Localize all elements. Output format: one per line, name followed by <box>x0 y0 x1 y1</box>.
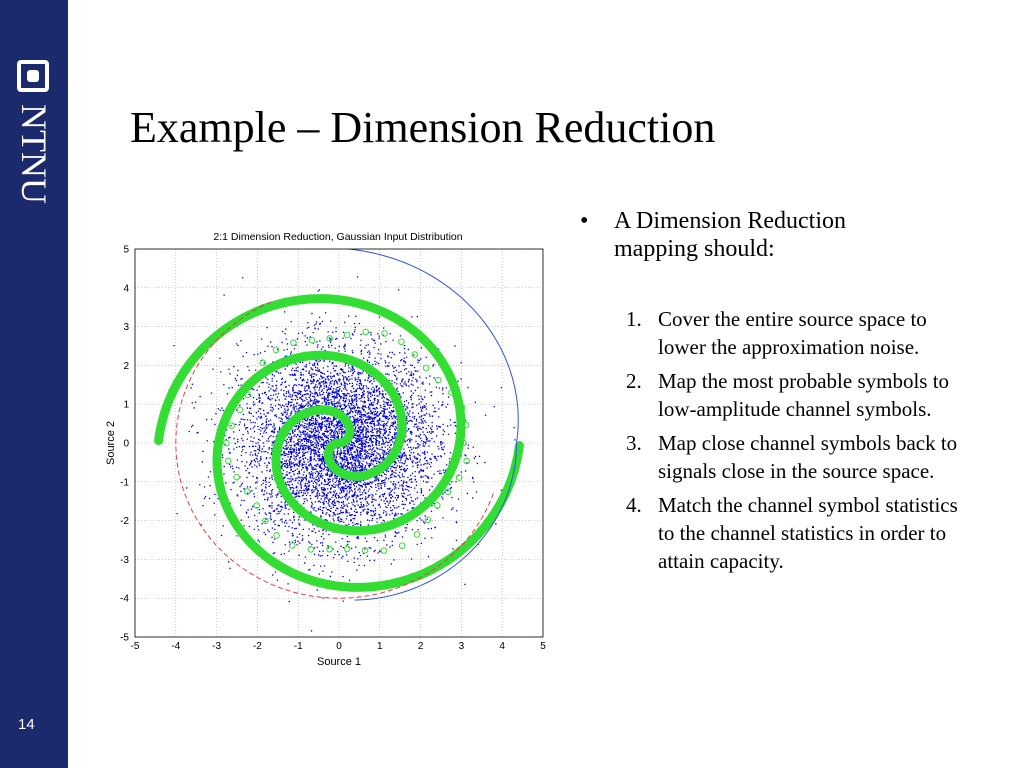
marker <box>273 532 280 539</box>
marker <box>243 488 251 495</box>
list-text: Match the channel symbol statistics to t… <box>658 493 958 573</box>
list-number: 1. <box>626 307 642 331</box>
marker <box>422 364 430 372</box>
list-text: Map close channel symbols back to signal… <box>658 431 958 483</box>
marker <box>434 376 442 384</box>
bullet-block: • A Dimension Reduction mapping should: <box>580 207 1000 263</box>
bullet-dot-icon: • <box>580 208 589 234</box>
marker <box>307 546 315 553</box>
marker <box>434 501 441 509</box>
x-tick-label: 1 <box>377 641 383 652</box>
marker <box>228 422 235 429</box>
y-tick-labels: 5 4 3 2 1 0 -1 -2 -3 -4 -5 <box>120 245 129 644</box>
marker <box>463 457 470 465</box>
plot-frame <box>134 248 544 638</box>
list-number: 4. <box>626 493 642 517</box>
marker <box>398 542 406 549</box>
ntnu-logo-icon <box>17 60 49 92</box>
marker <box>272 346 280 354</box>
marker <box>259 359 266 366</box>
x-tick-label: -3 <box>212 641 221 652</box>
list-text: Cover the entire source space to lower t… <box>658 307 927 359</box>
y-axis-label: Source 2 <box>105 421 117 465</box>
marker <box>290 339 297 347</box>
list-item: 3. Map close channel symbols back to sig… <box>626 429 986 485</box>
bullet-text: A Dimension Reduction mapping should: <box>614 208 846 262</box>
overlay-curves <box>175 249 519 601</box>
marker <box>380 547 388 554</box>
marker <box>236 406 244 414</box>
marker <box>361 547 369 554</box>
sidebar: NTNU 14 <box>0 0 68 768</box>
logo-wordmark: NTNU <box>14 104 54 204</box>
y-tick-label: -5 <box>120 633 129 644</box>
numbered-list: 1. Cover the entire source space to lowe… <box>626 305 986 581</box>
logo-text: NTNU <box>14 104 54 204</box>
marker <box>444 488 452 496</box>
marker <box>244 391 252 399</box>
marker <box>233 473 240 481</box>
y-tick-label: 2 <box>123 361 129 372</box>
x-tick-label: 2 <box>418 641 424 652</box>
y-tick-label: -2 <box>120 516 129 527</box>
list-number: 2. <box>626 369 642 393</box>
x-tick-label: 4 <box>499 641 505 652</box>
outer-spiral <box>307 249 519 601</box>
marker <box>250 375 258 383</box>
marker <box>398 338 405 346</box>
spiral-arm-a <box>154 294 466 536</box>
y-tick-label: -4 <box>120 594 129 605</box>
y-tick-label: 3 <box>123 322 129 333</box>
y-tick-label: 5 <box>123 245 129 256</box>
y-tick-label: 1 <box>123 400 129 411</box>
marker <box>381 330 388 337</box>
marker <box>308 336 316 344</box>
marker <box>262 517 269 525</box>
x-tick-label: 0 <box>336 641 342 652</box>
marker <box>448 389 455 396</box>
marker <box>288 542 296 549</box>
list-item: 2. Map the most probable symbols to low-… <box>626 367 986 423</box>
marker <box>460 439 467 447</box>
y-tick-label: -3 <box>120 555 129 566</box>
marker <box>253 502 260 509</box>
x-tick-label: -1 <box>294 641 303 652</box>
marker <box>326 545 333 553</box>
x-tick-labels: -5 -4 -3 -2 -1 0 1 2 3 4 5 <box>131 641 547 652</box>
x-tick-label: 3 <box>459 641 465 652</box>
list-text: Map the most probable symbols to low-amp… <box>658 369 950 421</box>
y-tick-label: 0 <box>123 439 129 450</box>
spiral-curve <box>154 294 524 592</box>
dashed-circle <box>175 301 495 599</box>
x-axis-label: Source 1 <box>317 656 361 668</box>
marker <box>343 545 351 553</box>
x-tick-label: -5 <box>131 641 140 652</box>
marker <box>411 351 419 358</box>
marker <box>326 335 334 342</box>
x-tick-label: -4 <box>171 641 180 652</box>
spiral-arm-b <box>212 350 524 592</box>
x-tick-label: -2 <box>253 641 262 652</box>
marker <box>224 457 232 465</box>
marker <box>458 404 466 411</box>
list-number: 3. <box>626 431 642 455</box>
marker <box>455 474 463 481</box>
marker <box>362 328 369 336</box>
list-item: 4. Match the channel symbol statistics t… <box>626 491 986 575</box>
marker <box>424 516 432 524</box>
slide-title: Example – Dimension Reduction <box>130 103 716 152</box>
marker <box>462 421 470 429</box>
marker <box>223 439 230 447</box>
marker <box>343 331 351 339</box>
y-tick-label: -1 <box>120 477 129 488</box>
slide-number: 14 <box>18 716 35 733</box>
chart-title: 2:1 Dimension Reduction, Gaussian Input … <box>213 231 462 243</box>
marker <box>413 531 421 538</box>
y-tick-label: 4 <box>123 283 129 294</box>
list-item: 1. Cover the entire source space to lowe… <box>626 305 986 361</box>
x-tick-label: 5 <box>540 641 546 652</box>
chart: 2:1 Dimension Reduction, Gaussian Input … <box>100 225 560 675</box>
